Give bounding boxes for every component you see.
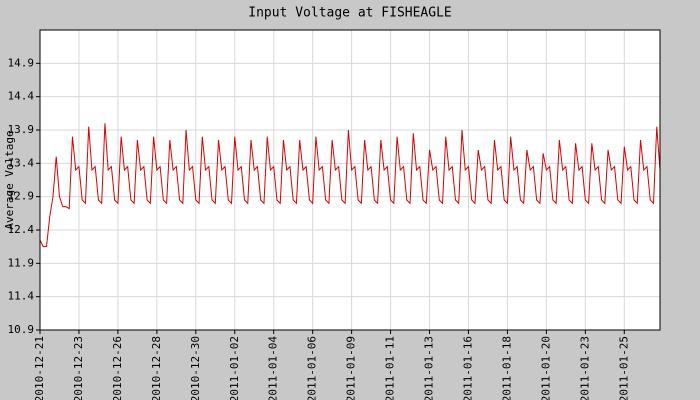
y-tick-label: 11.4 — [8, 290, 35, 303]
x-tick-label: 2011-01-11 — [384, 336, 397, 400]
x-tick-label: 2011-01-02 — [228, 336, 241, 400]
x-tick-label: 2010-12-21 — [33, 336, 46, 400]
chart-title: Input Voltage at FISHEAGLE — [248, 6, 452, 21]
y-tick-label: 13.9 — [8, 123, 35, 136]
x-tick-label: 2011-01-23 — [578, 336, 591, 400]
x-tick-label: 2011-01-13 — [423, 336, 436, 400]
plot-area — [40, 30, 660, 330]
x-tick-label: 2011-01-18 — [500, 336, 513, 400]
y-tick-label: 10.9 — [8, 323, 35, 336]
x-tick-label: 2011-01-25 — [617, 336, 630, 400]
x-tick-label: 2010-12-23 — [72, 336, 85, 400]
x-tick-label: 2011-01-20 — [539, 336, 552, 400]
y-tick-label: 14.9 — [8, 56, 35, 69]
y-tick-label: 11.9 — [8, 256, 35, 269]
x-tick-label: 2010-12-30 — [189, 336, 202, 400]
plot-border — [39, 29, 661, 331]
x-tick-label: 2010-12-28 — [150, 336, 163, 400]
y-tick-label: 12.9 — [8, 190, 35, 203]
y-axis-label: Average Voltage — [3, 130, 16, 229]
x-tick-label: 2010-12-26 — [111, 336, 124, 400]
y-tick-label: 14.4 — [8, 90, 35, 103]
x-tick-label: 2011-01-16 — [461, 336, 474, 400]
y-tick-label: 13.4 — [8, 156, 35, 169]
x-tick-label: 2011-01-04 — [267, 336, 280, 400]
x-tick-label: 2011-01-09 — [345, 336, 358, 400]
line — [39, 123, 661, 248]
y-tick-label: 12.4 — [8, 223, 35, 236]
x-tick-label: 2011-01-06 — [306, 336, 319, 400]
